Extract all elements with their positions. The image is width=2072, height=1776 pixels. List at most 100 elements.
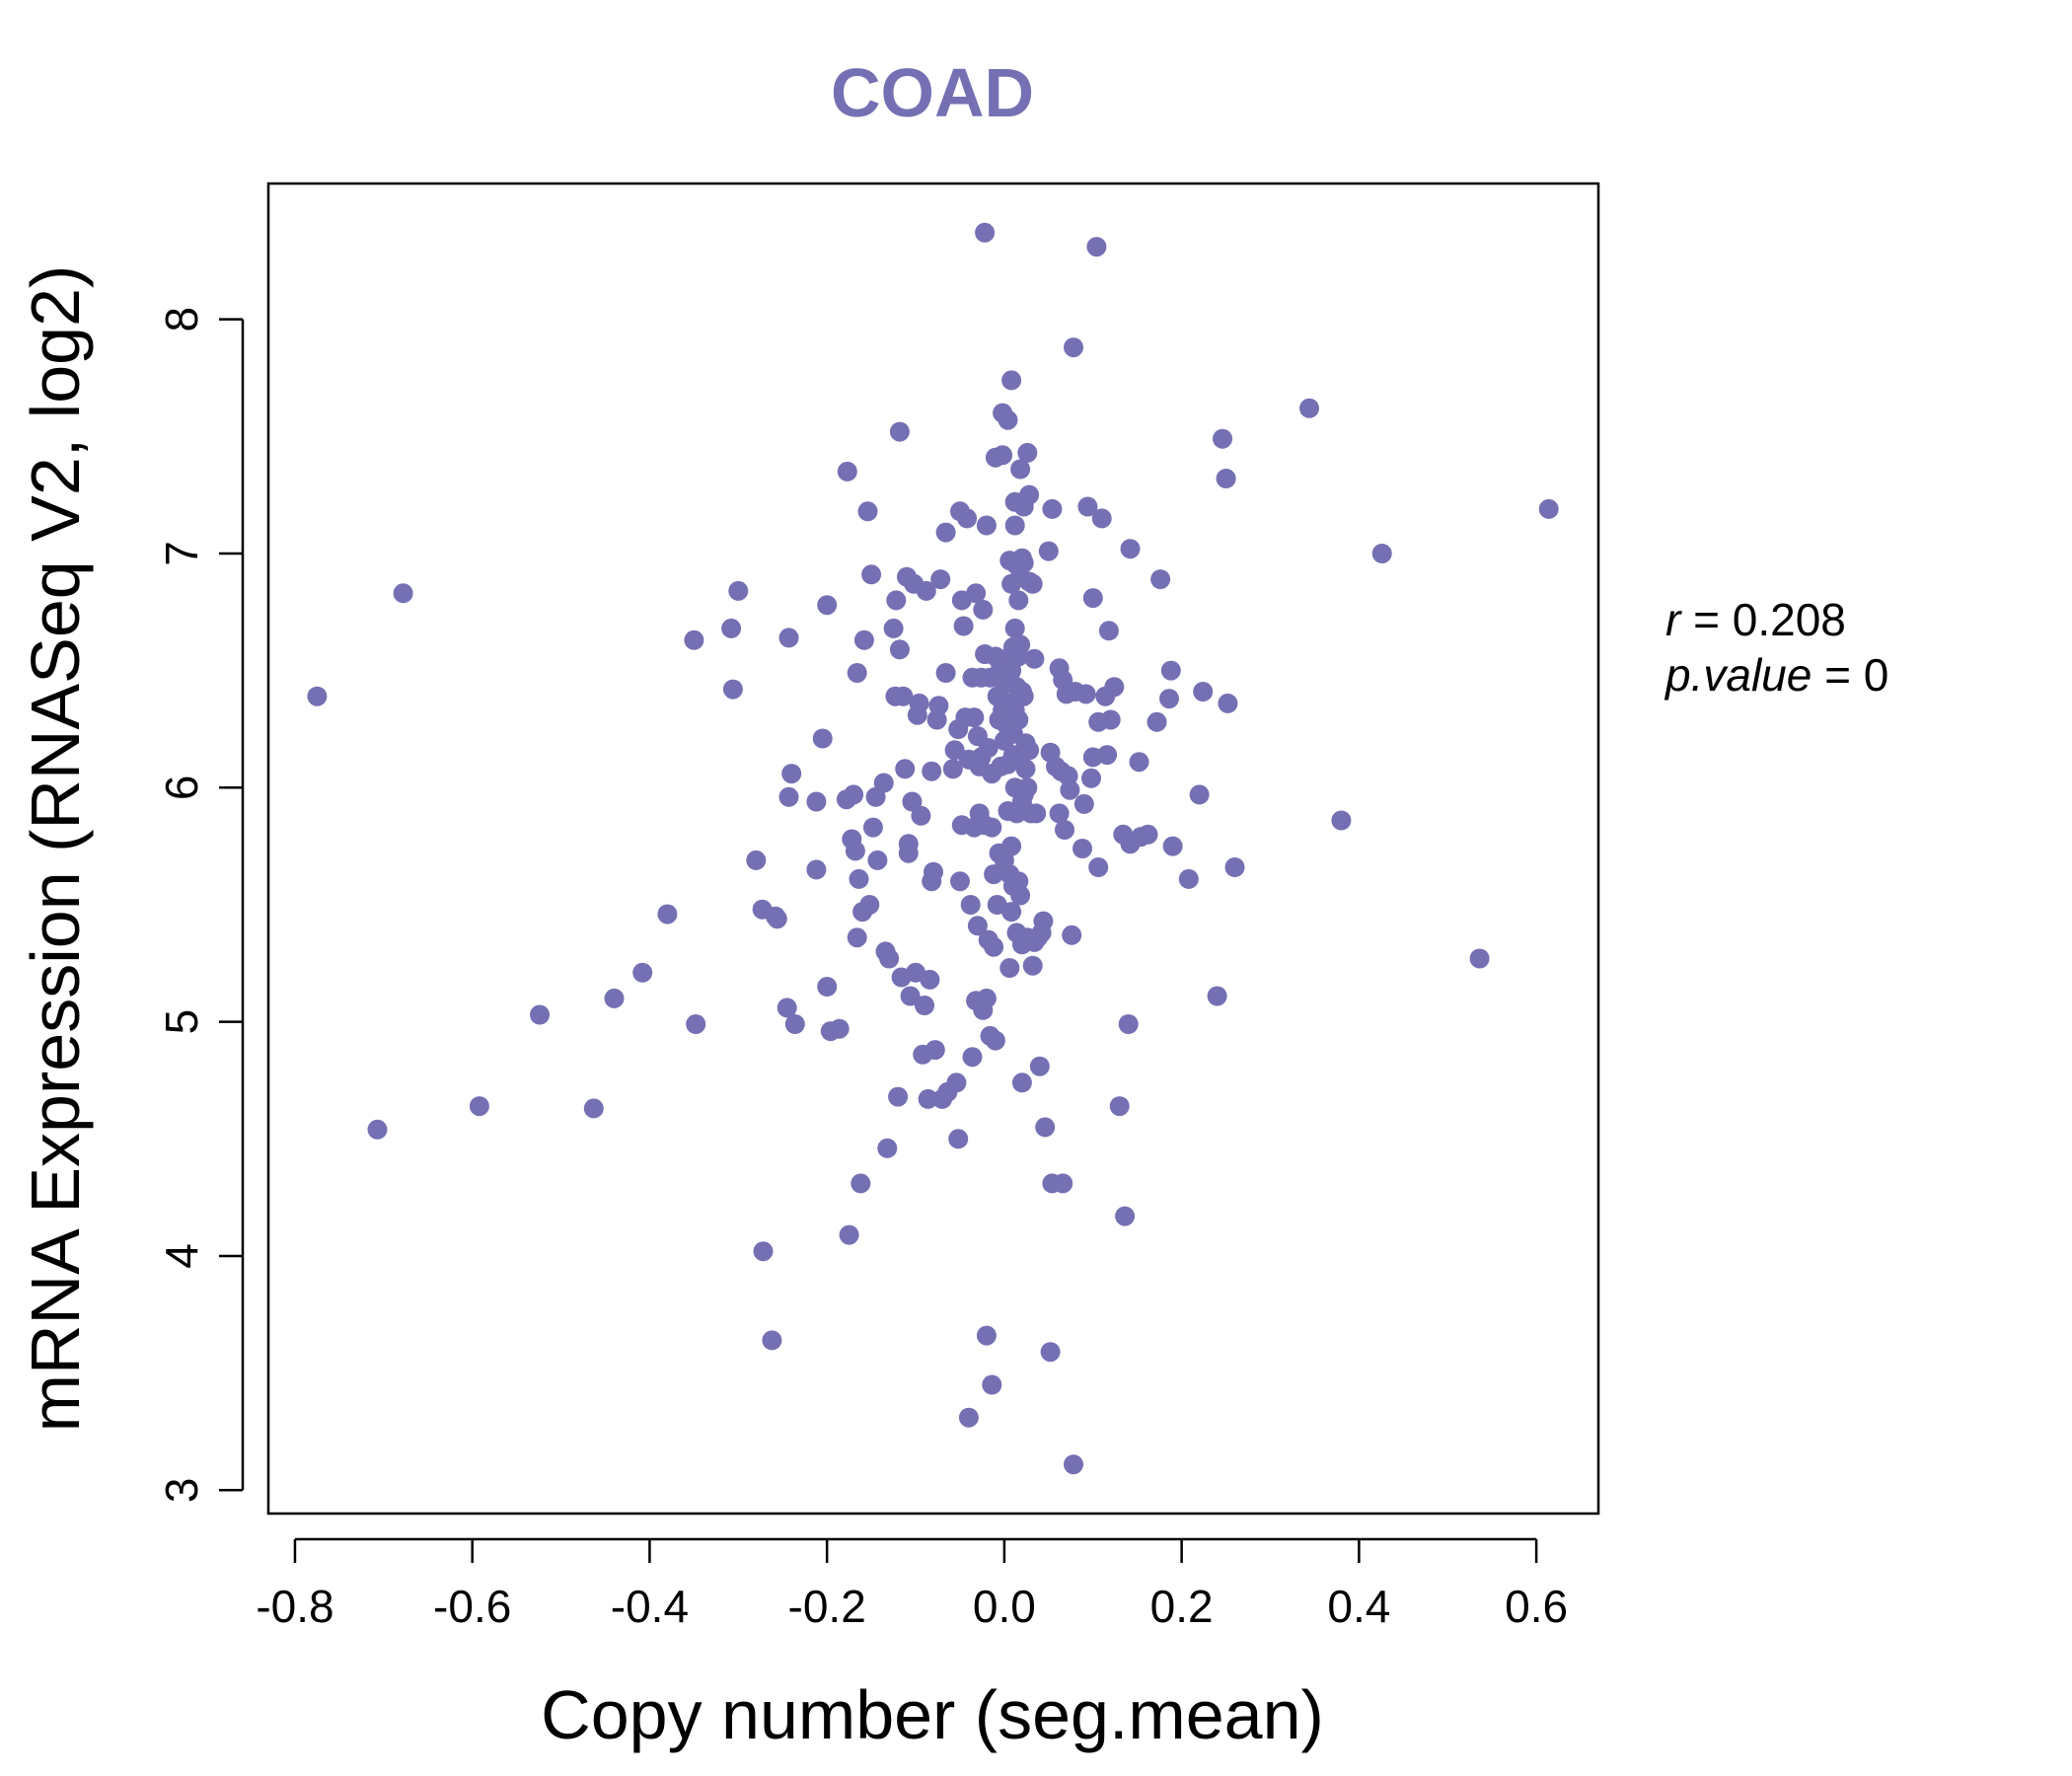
data-point <box>1207 986 1227 1006</box>
data-point <box>918 1088 938 1109</box>
data-point <box>1017 442 1038 463</box>
data-point <box>976 1325 997 1346</box>
data-point <box>721 618 742 638</box>
data-point <box>922 761 942 781</box>
data-point <box>1001 370 1022 391</box>
data-point <box>1064 1454 1083 1475</box>
data-point <box>928 696 949 716</box>
data-point <box>1008 709 1029 730</box>
data-point <box>604 988 625 1008</box>
data-point <box>746 850 767 870</box>
data-point <box>762 1330 782 1351</box>
data-point <box>1029 1056 1050 1076</box>
data-point <box>873 773 894 793</box>
data-point <box>1049 803 1070 824</box>
data-point <box>920 969 940 990</box>
data-point <box>1213 428 1232 449</box>
data-point <box>935 663 956 683</box>
data-point <box>1038 541 1059 561</box>
data-point <box>837 461 857 481</box>
data-point <box>957 508 978 529</box>
points-layer <box>307 222 1559 1475</box>
data-point <box>1115 1206 1136 1226</box>
data-point <box>1060 779 1080 800</box>
data-point <box>1538 498 1559 519</box>
data-point <box>1469 948 1490 969</box>
data-point <box>1019 484 1040 505</box>
data-point <box>1081 768 1101 788</box>
data-point <box>1162 836 1183 856</box>
data-point <box>1062 925 1082 945</box>
r-label: r <box>1665 594 1682 645</box>
data-point <box>784 1014 805 1034</box>
y-tick-label: 7 <box>156 541 207 566</box>
data-point <box>1160 660 1181 681</box>
data-point <box>888 1086 909 1107</box>
data-point <box>1371 544 1392 563</box>
data-point <box>845 841 865 861</box>
chart-title: COAD <box>831 54 1034 131</box>
data-point <box>1026 803 1047 824</box>
y-tick-label: 5 <box>156 1009 207 1035</box>
data-point <box>950 871 970 892</box>
data-point <box>632 962 653 983</box>
data-point <box>993 445 1013 466</box>
data-point <box>895 759 916 779</box>
data-point <box>307 686 328 706</box>
data-point <box>976 988 997 1008</box>
data-point <box>862 817 883 838</box>
data-point <box>984 864 1004 885</box>
data-point <box>583 1098 604 1119</box>
data-point <box>1001 836 1022 856</box>
data-point <box>530 1004 550 1025</box>
data-point <box>781 764 802 784</box>
data-point <box>684 629 704 650</box>
data-point <box>1331 810 1352 831</box>
data-point <box>1120 539 1141 559</box>
data-point <box>1091 508 1112 529</box>
data-point <box>469 1096 489 1117</box>
data-point <box>916 580 936 601</box>
data-point <box>767 909 787 929</box>
data-point <box>879 948 900 969</box>
p-equals: = <box>1824 649 1864 701</box>
data-point <box>867 850 888 870</box>
data-point <box>817 977 838 997</box>
data-point <box>817 595 838 616</box>
data-point <box>1086 237 1107 258</box>
data-point <box>1010 885 1031 906</box>
data-point <box>962 1047 983 1068</box>
data-point <box>924 861 943 882</box>
data-point <box>1001 902 1022 923</box>
data-point <box>1138 824 1158 845</box>
data-point <box>984 936 1004 957</box>
data-point <box>847 663 867 683</box>
data-point <box>1118 1014 1139 1034</box>
data-point <box>982 1374 1002 1395</box>
data-point <box>1022 573 1043 594</box>
data-point <box>893 686 914 706</box>
data-point <box>976 515 997 536</box>
data-point <box>722 679 743 700</box>
data-point <box>861 564 882 585</box>
data-point <box>844 784 864 805</box>
data-point <box>944 740 965 761</box>
data-point <box>753 1241 774 1262</box>
data-point <box>967 916 988 936</box>
data-point <box>367 1119 388 1140</box>
data-point <box>1010 634 1031 655</box>
data-point <box>1075 684 1096 704</box>
data-point <box>900 986 921 1006</box>
data-point <box>915 996 934 1015</box>
data-point <box>942 759 963 779</box>
data-point <box>911 805 931 826</box>
y-tick-label: 3 <box>156 1477 207 1503</box>
r-equals: = <box>1693 594 1733 645</box>
data-point <box>902 791 923 812</box>
data-point <box>1224 857 1245 877</box>
y-tick-label: 8 <box>156 307 207 333</box>
y-axis: 3 4 5 6 7 8 <box>156 307 245 1503</box>
data-point <box>1098 621 1119 641</box>
data-point <box>1088 857 1109 877</box>
